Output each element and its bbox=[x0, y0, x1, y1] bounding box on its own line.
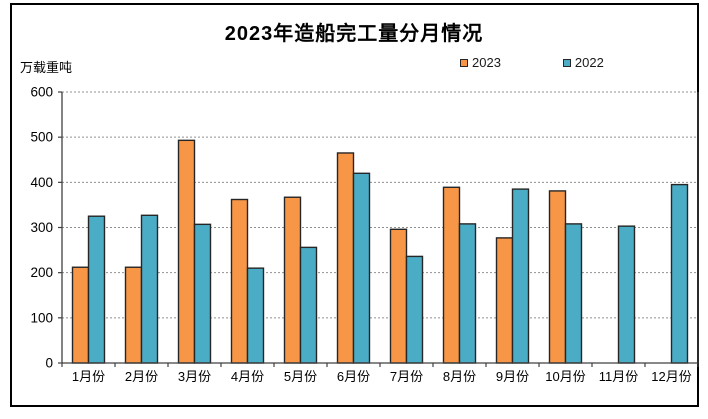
y-tick-label-200: 200 bbox=[30, 265, 53, 280]
x-category-label-3: 3月份 bbox=[178, 369, 211, 384]
x-category-label-4: 4月份 bbox=[231, 369, 264, 384]
x-category-label-1: 1月份 bbox=[72, 369, 105, 384]
bar-2022-11月份 bbox=[617, 225, 636, 364]
bar-2023-3月份 bbox=[177, 139, 196, 364]
bar-2022-7月份 bbox=[405, 255, 424, 364]
bar-2023-7月份 bbox=[389, 228, 408, 364]
bar-2022-5月份 bbox=[299, 246, 318, 364]
y-tick-label-300: 300 bbox=[30, 220, 53, 235]
y-tick-label-0: 0 bbox=[45, 356, 53, 371]
bar-2022-1月份 bbox=[87, 215, 106, 364]
y-tick-label-500: 500 bbox=[30, 130, 53, 145]
bar-2022-2月份 bbox=[140, 214, 159, 364]
bar-2023-5月份 bbox=[283, 196, 302, 364]
bar-2022-6月份 bbox=[352, 172, 371, 364]
y-tick-label-600: 600 bbox=[30, 85, 53, 100]
bar-2022-10月份 bbox=[564, 223, 583, 364]
x-category-label-9: 9月份 bbox=[496, 369, 529, 384]
y-tick-label-400: 400 bbox=[30, 175, 53, 190]
chart-title: 2023年造船完工量分月情况 bbox=[224, 23, 484, 45]
legend-swatch-2022-icon bbox=[562, 58, 571, 67]
x-category-label-2: 2月份 bbox=[125, 369, 158, 384]
x-category-label-8: 8月份 bbox=[443, 369, 476, 384]
legend-label-2023: 2023 bbox=[472, 55, 501, 70]
x-category-label-11: 11月份 bbox=[599, 369, 639, 384]
bar-2023-10月份 bbox=[548, 190, 567, 364]
bar-2023-4月份 bbox=[230, 198, 249, 364]
legend-label-2022: 2022 bbox=[574, 55, 604, 70]
bar-2023-1月份 bbox=[71, 266, 90, 364]
bar-2022-4月份 bbox=[246, 267, 265, 364]
bar-2022-9月份 bbox=[511, 188, 530, 364]
x-category-label-12: 12月份 bbox=[651, 369, 691, 384]
bar-2023-8月份 bbox=[442, 186, 461, 364]
bar-2022-12月份 bbox=[670, 183, 689, 364]
x-category-label-7: 7月份 bbox=[390, 369, 423, 384]
y-tick-label-100: 100 bbox=[30, 310, 53, 325]
bar-2023-9月份 bbox=[495, 237, 514, 364]
legend-item-2022: 2022 bbox=[562, 55, 604, 70]
x-category-label-10: 10月份 bbox=[545, 369, 585, 384]
legend-swatch-2023-icon bbox=[460, 58, 468, 67]
bar-2022-8月份 bbox=[458, 223, 477, 364]
bar-2023-6月份 bbox=[336, 152, 355, 364]
x-category-label-6: 6月份 bbox=[337, 369, 370, 384]
bar-2023-2月份 bbox=[124, 266, 143, 364]
legend-item-2023: 2023 bbox=[460, 55, 501, 70]
y-axis-unit-label: 万载重吨 bbox=[20, 60, 73, 75]
legend: 2023 2022 bbox=[460, 55, 604, 70]
x-category-label-5: 5月份 bbox=[284, 369, 317, 384]
bar-2022-3月份 bbox=[193, 223, 212, 364]
